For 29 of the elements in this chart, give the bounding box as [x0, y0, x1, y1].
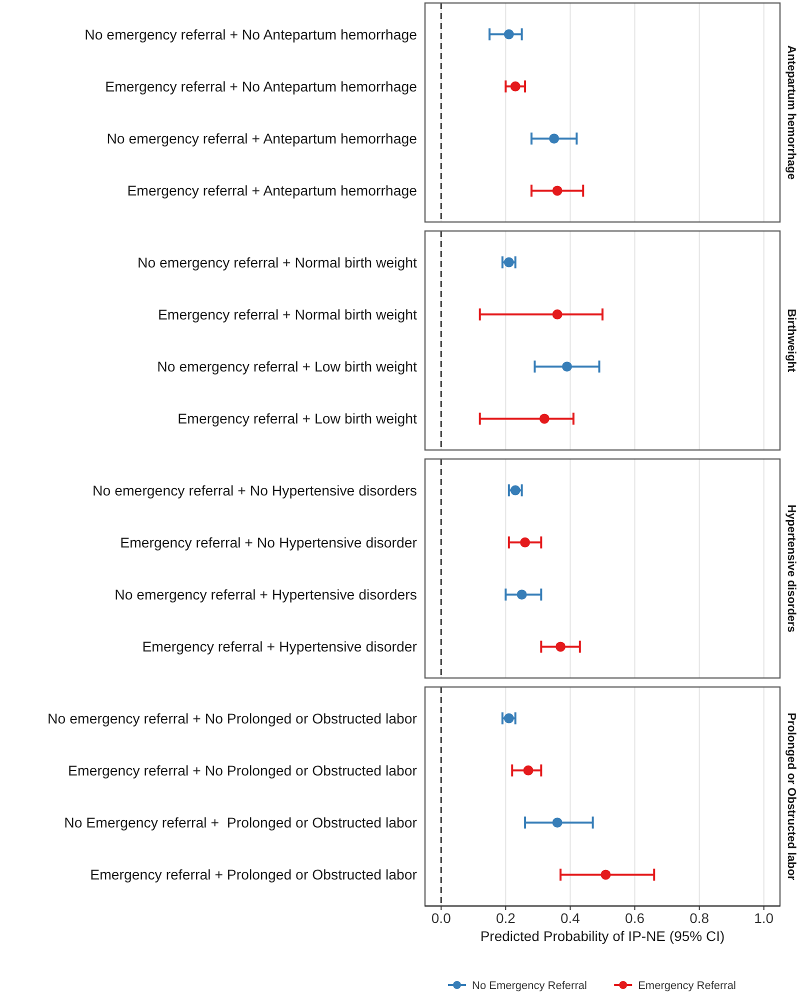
text: Prolonged or Obstructed labor: [785, 712, 797, 881]
y-tick-label: No emergency referral + No Prolonged or Obstructed labor: [48, 711, 418, 728]
y-tick-label: Emergency referral + No Hypertensive disorder: [120, 535, 418, 552]
text: Antepartum hemorrhage: [785, 45, 797, 180]
x-tick-label: 0.4: [560, 910, 580, 926]
x-axis-title: Predicted Probability of IP-NE (95% CI): [480, 928, 725, 944]
y-tick-label: No emergency referral + Normal birth weight: [137, 255, 418, 272]
y-tick-label: No emergency referral + Hypertensive disorders: [114, 588, 417, 604]
x-tick-label: 0.0: [431, 910, 452, 926]
y-tick-label: Emergency referral + Prolonged or Obstructed labor: [90, 868, 418, 884]
y-tick-label: Emergency referral + No Antepartum hemorrhage: [105, 79, 418, 96]
y-tick-label: No emergency referral + Low birth weight: [157, 360, 418, 376]
text: Birthweight: [785, 308, 797, 372]
legend-label: Emergency Referral: [638, 980, 736, 992]
x-tick-label: 1.0: [754, 910, 774, 926]
y-tick-label: No emergency referral + No Hypertensive disorders: [92, 483, 417, 500]
y-tick-label: No emergency referral + No Antepartum hemorrhage: [84, 27, 418, 44]
y-tick-label: Emergency referral + No Prolonged or Obstructed labor: [68, 763, 418, 780]
y-tick-label: Emergency referral + Hypertensive disorder: [142, 640, 418, 656]
x-tick-label: 0.6: [625, 910, 645, 926]
y-tick-label: Emergency referral + Antepartum hemorrhage: [127, 184, 418, 200]
x-tick-label: 0.8: [690, 910, 710, 926]
x-tick-label: 0.2: [496, 910, 516, 926]
legend-label: No Emergency Referral: [472, 980, 587, 992]
y-tick-label: Emergency referral + Low birth weight: [178, 412, 418, 428]
y-tick-label: No Emergency referral + Prolonged or Obstructed labor: [64, 816, 418, 832]
text: Hypertensive disorders: [785, 504, 797, 632]
y-tick-label: Emergency referral + Normal birth weight: [158, 307, 418, 324]
y-tick-label: No emergency referral + Antepartum hemorrhage: [106, 132, 418, 148]
